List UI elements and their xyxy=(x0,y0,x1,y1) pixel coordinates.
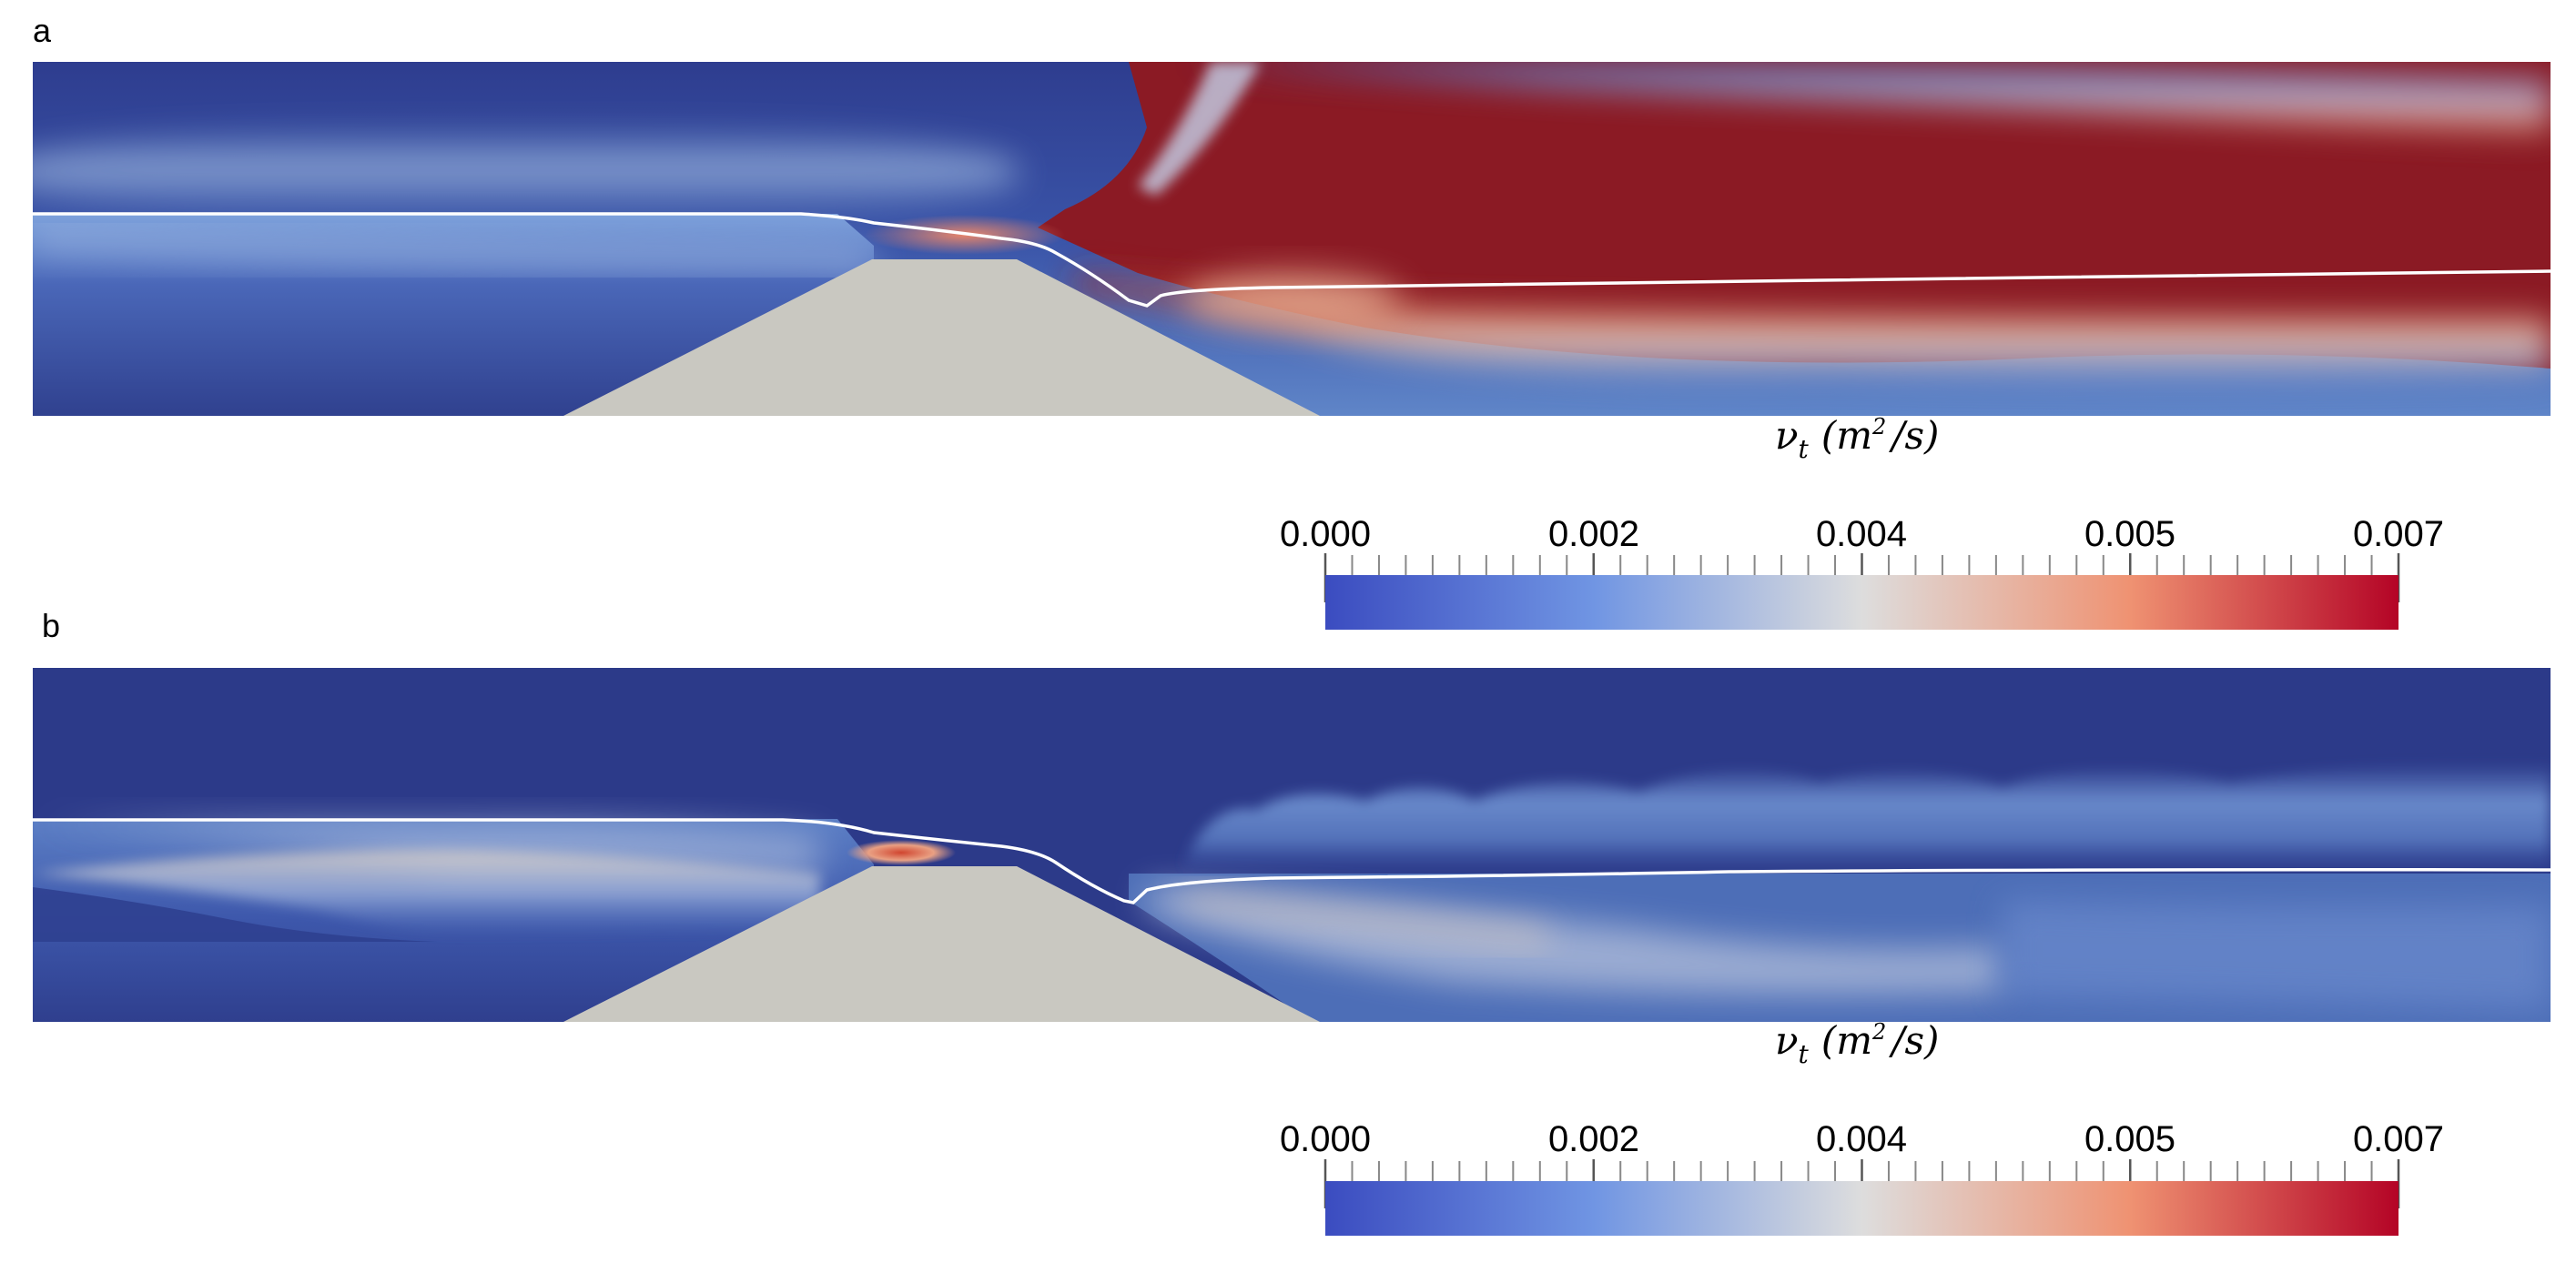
panel-a: a νt (m2/s) xyxy=(33,12,2551,630)
panel-a-field xyxy=(33,62,2551,416)
panel-b-colorbar: νt (m2/s) 0.000 0.002 0.004 0.005 0.007 xyxy=(1280,1018,2444,1236)
cb-b-tick-label-2: 0.004 xyxy=(1816,1119,1907,1159)
cb-b-tick-label-3: 0.005 xyxy=(2084,1119,2175,1159)
panel-b-colorbar-tick-labels: 0.000 0.002 0.004 0.005 0.007 xyxy=(1280,1119,2444,1159)
panel-a-colorbar-tick-labels: 0.000 0.002 0.004 0.005 0.007 xyxy=(1280,514,2444,554)
cb-a-tick-label-3: 0.005 xyxy=(2084,514,2175,554)
cb-a-tick-label-1: 0.002 xyxy=(1548,514,1639,554)
cb-a-tick-label-4: 0.007 xyxy=(2353,514,2444,554)
cb-b-tick-label-0: 0.000 xyxy=(1280,1119,1371,1159)
panel-a-free-surface xyxy=(33,212,2551,308)
panel-b-colorbar-bar xyxy=(1325,1181,2399,1236)
panel-b-obstacle xyxy=(563,866,1320,1022)
panel-b-free-surface xyxy=(33,818,2551,904)
panel-a-colorbar-title: νt (m2/s) xyxy=(1775,413,1939,464)
cb-a-tick-label-0: 0.000 xyxy=(1280,514,1371,554)
panel-b-label: b xyxy=(42,607,60,644)
panel-a-colorbar: νt (m2/s) 0.000 0.002 0.004 0.005 0.007 xyxy=(1280,413,2444,630)
panel-b: b νt (m2/s) xyxy=(33,607,2551,1236)
panel-a-obstacle xyxy=(563,259,1320,416)
cb-a-tick-label-2: 0.004 xyxy=(1816,514,1907,554)
panel-a-colorbar-bar xyxy=(1325,575,2399,630)
cb-b-tick-label-4: 0.007 xyxy=(2353,1119,2444,1159)
panel-b-field xyxy=(33,668,2551,1022)
panel-b-colorbar-title: νt (m2/s) xyxy=(1775,1018,1939,1069)
cb-b-tick-label-1: 0.002 xyxy=(1548,1119,1639,1159)
panel-a-label: a xyxy=(33,12,52,49)
